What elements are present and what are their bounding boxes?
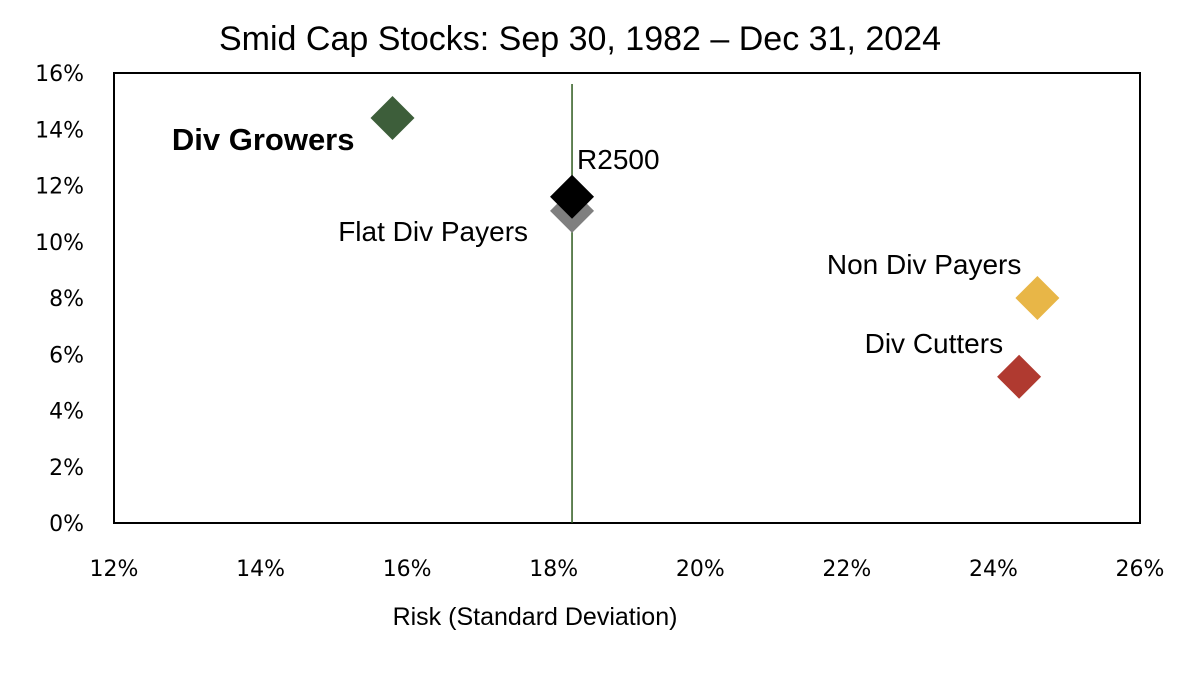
x-tick-label: 24% [969,557,1018,582]
label-div-cutters: Div Cutters [865,328,1003,359]
y-tick-label: 16% [35,62,84,87]
label-flat-div-payers: Flat Div Payers [338,216,528,247]
x-tick-label: 18% [529,557,578,582]
x-tick-label: 16% [383,557,432,582]
x-tick-label: 20% [676,557,725,582]
y-tick-label: 8% [49,287,84,312]
label-div-growers: Div Growers [172,122,355,157]
marker-div-growers [370,96,415,140]
x-axis-label: Risk (Standard Deviation) [393,603,678,631]
y-tick-label: 4% [49,400,84,425]
y-tick-label: 14% [35,118,84,143]
marker-r2500 [550,174,595,219]
y-tick-label: 0% [49,512,84,537]
chart-title: Smid Cap Stocks: Sep 30, 1982 – Dec 31, … [219,20,941,58]
marker-non-div-payers [1015,276,1060,320]
label-non-div-payers: Non Div Payers [827,249,1022,280]
label-r2500: R2500 [577,144,660,175]
y-axis-ticks: 0% 2% 4% 6% 8% 10% 12% 14% 16% [35,62,84,537]
x-tick-label: 12% [90,557,139,582]
marker-div-cutters [997,354,1042,399]
data-labels: Div Growers Flat Div Payers R2500 Non Div P… [172,122,1022,359]
data-markers [370,96,1060,399]
x-tick-label: 22% [822,557,871,582]
y-tick-label: 10% [35,231,84,256]
y-tick-label: 6% [49,343,84,368]
x-axis-ticks: 12% 14% 16% 18% 20% 22% 24% 26% [90,557,1165,582]
y-tick-label: 2% [49,456,84,481]
y-tick-label: 12% [35,175,84,200]
x-tick-label: 26% [1116,557,1165,582]
x-tick-label: 14% [236,557,285,582]
plot-area-frame [113,72,1141,524]
